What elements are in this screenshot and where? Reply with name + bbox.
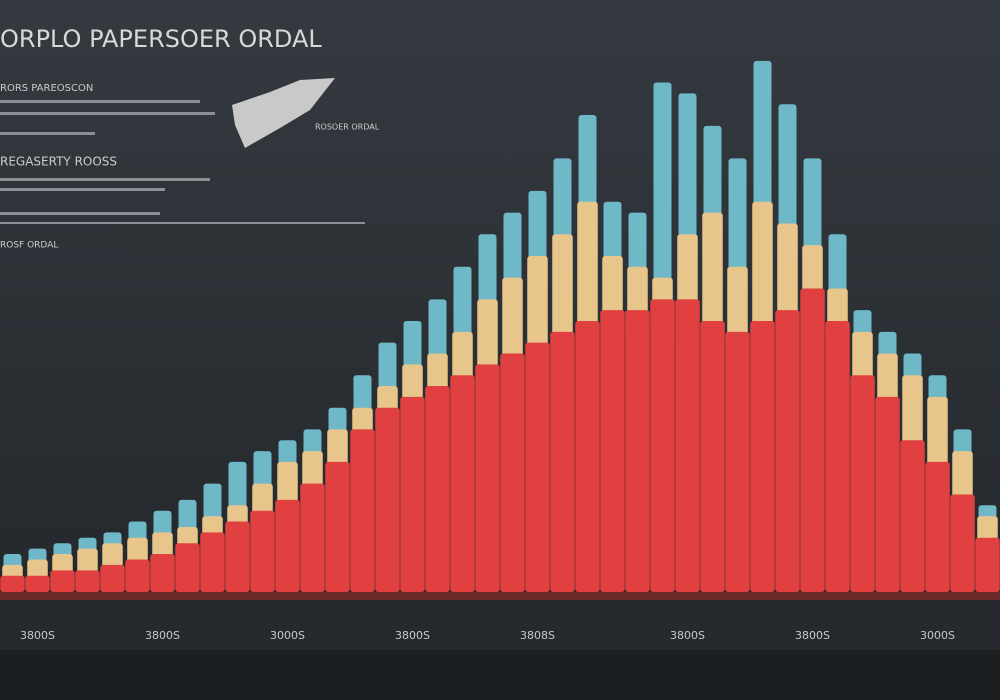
bar	[325, 461, 350, 592]
bar	[400, 396, 425, 592]
annotation: ROSOER ORDAL	[315, 123, 380, 132]
x-tick-label: 3800S	[145, 629, 180, 642]
annotation: RORS PAREOSCON	[0, 83, 93, 94]
bar	[250, 510, 275, 592]
bar	[625, 310, 650, 592]
bar	[225, 521, 250, 592]
x-tick-label: 3800S	[395, 629, 430, 642]
bar	[50, 570, 75, 592]
bar	[475, 364, 500, 592]
bar	[75, 570, 100, 592]
x-tick-label: 3000S	[920, 629, 955, 642]
bar	[100, 564, 125, 592]
axis-band	[0, 600, 1000, 650]
bar	[700, 321, 725, 592]
bar	[800, 288, 825, 592]
bar	[850, 375, 875, 592]
bar	[875, 396, 900, 592]
x-tick-label: 3800S	[795, 629, 830, 642]
bar	[25, 575, 50, 592]
baseline	[0, 592, 1000, 600]
bar	[450, 375, 475, 592]
background	[0, 0, 1000, 650]
bar	[600, 310, 625, 592]
bar	[525, 342, 550, 592]
bar	[150, 554, 175, 592]
bar	[350, 429, 375, 592]
bar	[825, 321, 850, 592]
bar	[0, 575, 25, 592]
decor-lines	[0, 100, 365, 224]
bar	[175, 543, 200, 592]
bar	[675, 299, 700, 592]
chart-title: ORPLO PAPERSOER ORDAL	[0, 25, 322, 53]
x-tick-label: 3800S	[20, 629, 55, 642]
bar	[975, 537, 1000, 592]
bar	[425, 386, 450, 592]
bar	[775, 310, 800, 592]
bar	[575, 321, 600, 592]
bar	[375, 407, 400, 592]
x-tick-label: 3808S	[520, 629, 555, 642]
bar	[275, 499, 300, 592]
bar	[900, 440, 925, 592]
x-tick-label: 3000S	[270, 629, 305, 642]
bar	[550, 331, 575, 592]
bar	[500, 353, 525, 592]
bar	[300, 483, 325, 592]
subtitle: REGASERTY ROOSS	[0, 155, 117, 169]
bar	[950, 494, 975, 592]
annotation: ROSF ORDAL	[0, 241, 58, 251]
bar	[750, 321, 775, 592]
bar	[125, 559, 150, 592]
bar	[200, 532, 225, 592]
paper-icon	[232, 78, 335, 148]
bar	[925, 461, 950, 592]
bar	[725, 331, 750, 592]
x-tick-label: 3800S	[670, 629, 705, 642]
bar	[650, 299, 675, 592]
